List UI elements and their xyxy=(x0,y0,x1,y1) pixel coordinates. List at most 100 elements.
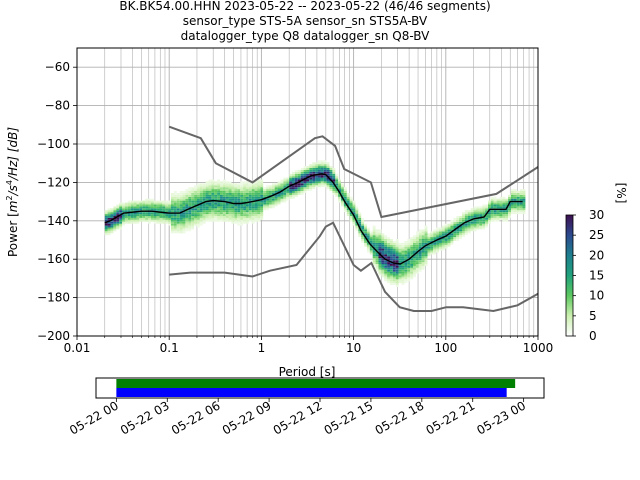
histogram-cell xyxy=(217,189,220,191)
histogram-cell xyxy=(243,194,246,197)
histogram-cell xyxy=(182,198,186,201)
histogram-cell xyxy=(271,204,275,207)
histogram-cell xyxy=(378,229,382,232)
histogram-cell xyxy=(263,202,267,205)
histogram-cell xyxy=(372,260,376,263)
histogram-cell xyxy=(171,216,174,218)
histogram-cell xyxy=(349,216,353,218)
histogram-cell xyxy=(390,283,393,286)
histogram-cell xyxy=(248,187,252,190)
histogram-cell xyxy=(441,225,445,228)
histogram-cell xyxy=(113,216,117,218)
histogram-cell xyxy=(378,244,382,247)
histogram-cell xyxy=(145,202,148,205)
histogram-cell xyxy=(387,277,390,280)
histogram-cell xyxy=(171,214,174,216)
histogram-cell xyxy=(280,196,284,199)
histogram-cell xyxy=(395,265,399,268)
histogram-cell xyxy=(251,219,255,222)
histogram-cell xyxy=(390,265,393,268)
histogram-cell xyxy=(519,189,523,191)
histogram-cell xyxy=(485,219,488,222)
histogram-cell xyxy=(413,239,416,241)
histogram-cell xyxy=(240,189,244,191)
histogram-cell xyxy=(199,223,203,226)
histogram-cell xyxy=(202,196,206,199)
histogram-cell xyxy=(199,198,203,201)
histogram-cell xyxy=(312,183,316,186)
histogram-cell xyxy=(231,193,235,195)
histogram-cell xyxy=(197,193,200,195)
histogram-cell xyxy=(329,166,333,168)
title-line-2: sensor_type STS-5A sensor_sn STS5A-BV xyxy=(183,14,428,28)
histogram-cell xyxy=(257,204,261,207)
histogram-cell xyxy=(257,206,261,209)
histogram-cell xyxy=(430,246,434,249)
histogram-cell xyxy=(208,181,212,184)
histogram-cell xyxy=(240,200,244,203)
histogram-cell xyxy=(205,193,209,195)
histogram-cell xyxy=(234,208,238,211)
histogram-cell xyxy=(153,200,157,203)
histogram-cell xyxy=(519,202,523,205)
histogram-cell xyxy=(390,254,393,257)
histogram-cell xyxy=(208,214,212,216)
histogram-cell xyxy=(251,212,255,215)
histogram-cell xyxy=(286,183,290,186)
histogram-cell xyxy=(220,217,223,220)
histogram-cell xyxy=(280,179,284,182)
histogram-cell xyxy=(179,193,183,195)
histogram-cell xyxy=(211,183,215,186)
histogram-cell xyxy=(208,194,212,197)
histogram-cell xyxy=(194,216,197,218)
histogram-cell xyxy=(424,248,428,251)
histogram-cell xyxy=(392,242,396,245)
histogram-cell xyxy=(237,216,241,218)
histogram-cell xyxy=(266,204,269,207)
histogram-cell xyxy=(202,187,206,190)
histogram-cell xyxy=(243,181,246,184)
histogram-cell xyxy=(243,196,246,199)
histogram-cell xyxy=(473,212,477,215)
histogram-cell xyxy=(176,225,180,228)
histogram-cell xyxy=(499,212,503,215)
histogram-cell xyxy=(214,200,218,203)
histogram-cell xyxy=(413,267,416,270)
histogram-cell xyxy=(283,179,287,182)
histogram-cell xyxy=(323,181,327,184)
histogram-cell xyxy=(522,210,526,213)
histogram-cell xyxy=(202,204,206,207)
histogram-cell xyxy=(401,254,405,257)
histogram-cell xyxy=(280,198,284,201)
histogram-cell xyxy=(516,212,520,215)
histogram-cell xyxy=(211,219,215,222)
histogram-cell xyxy=(467,214,471,216)
histogram-cell xyxy=(228,183,232,186)
histogram-cell xyxy=(251,194,255,197)
histogram-cell xyxy=(436,227,439,230)
histogram-cell xyxy=(257,185,261,188)
histogram-cell xyxy=(404,265,408,268)
histogram-cell xyxy=(338,196,341,199)
histogram-cell xyxy=(375,246,379,249)
histogram-cell xyxy=(254,217,258,220)
histogram-cell xyxy=(462,217,465,220)
histogram-cell xyxy=(139,214,143,216)
histogram-cell xyxy=(107,225,111,228)
histogram-cell xyxy=(390,279,393,282)
histogram-cell xyxy=(488,219,491,222)
histogram-cell xyxy=(513,202,517,205)
histogram-cell xyxy=(346,210,350,213)
histogram-cell xyxy=(297,177,301,180)
histogram-cell xyxy=(148,202,151,205)
histogram-cell xyxy=(173,202,177,205)
histogram-cell xyxy=(381,262,385,264)
histogram-cell xyxy=(225,208,229,211)
histogram-cell xyxy=(459,235,462,238)
histogram-cell xyxy=(139,212,143,215)
histogram-cell xyxy=(107,216,111,218)
histogram-cell xyxy=(225,193,229,195)
histogram-cell xyxy=(369,241,373,243)
histogram-cell xyxy=(418,233,422,236)
histogram-cell xyxy=(392,283,396,286)
